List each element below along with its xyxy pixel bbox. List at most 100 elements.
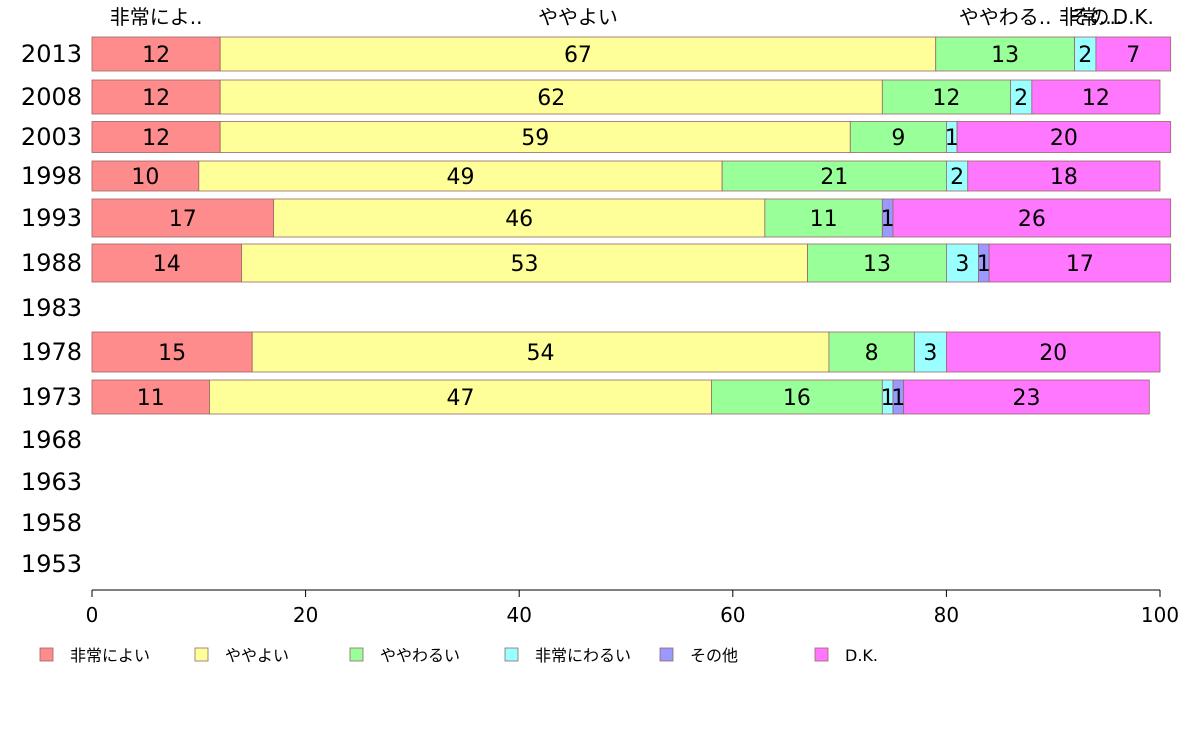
bar-segment xyxy=(91,36,221,72)
y-tick-label: 1993 xyxy=(21,204,82,232)
data-label: 2 xyxy=(950,165,964,190)
bar-segment xyxy=(881,79,1011,115)
row-1993: 1993 17 46 11 1 26 xyxy=(21,198,1172,238)
legend-label: 非常によい xyxy=(70,646,150,665)
row-2013: 2013 12 67 13 2 7 xyxy=(21,36,1172,72)
data-label: 17 xyxy=(169,207,197,232)
bar-segment xyxy=(91,379,210,415)
bar-segment xyxy=(711,379,883,415)
bar-segment xyxy=(913,331,947,373)
data-label: 1 xyxy=(977,252,991,277)
row-1963: 1963 xyxy=(21,468,82,496)
legend-label: 非常にわるい xyxy=(535,646,631,665)
legend-item: ややわるい xyxy=(349,646,460,665)
data-label: 59 xyxy=(521,126,549,151)
y-tick-label: 1998 xyxy=(21,162,82,190)
x-tick-label: 0 xyxy=(86,603,99,627)
legend-swatch xyxy=(349,647,364,662)
y-tick-label: 2003 xyxy=(21,123,82,151)
data-label: 47 xyxy=(446,386,474,411)
data-label: 12 xyxy=(1082,86,1110,111)
legend-swatch xyxy=(194,647,209,662)
row-1998: 1998 10 49 21 2 18 xyxy=(21,160,1161,192)
y-tick-label: 1978 xyxy=(21,338,82,366)
data-label: 2 xyxy=(1014,86,1028,111)
y-tick-label: 1973 xyxy=(21,383,82,411)
bar-segment xyxy=(198,160,723,192)
data-label: 53 xyxy=(511,252,539,277)
y-tick-label: 1983 xyxy=(21,294,82,322)
data-label: 14 xyxy=(153,252,181,277)
bar-segment xyxy=(91,160,200,192)
bar-segment xyxy=(91,198,274,238)
y-tick-label: 1953 xyxy=(21,550,82,578)
y-tick-label: 1968 xyxy=(21,426,82,454)
data-label: 17 xyxy=(1066,252,1094,277)
data-label: 13 xyxy=(991,43,1019,68)
bar-segment xyxy=(946,243,979,283)
data-label: 1 xyxy=(891,386,905,411)
data-label: 13 xyxy=(863,252,891,277)
bar-segment xyxy=(219,79,883,115)
x-tick-label: 60 xyxy=(720,603,745,627)
data-label: 49 xyxy=(446,165,474,190)
bar-segment xyxy=(1095,36,1172,72)
data-label: 3 xyxy=(955,252,969,277)
top-label-1: ややよい xyxy=(538,5,618,29)
y-tick-label: 1963 xyxy=(21,468,82,496)
data-label: 9 xyxy=(891,126,905,151)
bar-segment xyxy=(209,379,712,415)
data-label: 62 xyxy=(537,86,565,111)
legend-item: 非常によい xyxy=(39,646,150,665)
data-label: 12 xyxy=(932,86,960,111)
bar-segment xyxy=(91,243,242,283)
bar-segment xyxy=(219,121,851,153)
top-label-5: D.K. xyxy=(1113,5,1154,29)
bar-segment xyxy=(273,198,766,238)
top-label-2: ややわる.. xyxy=(959,5,1052,29)
bar-segment xyxy=(721,160,947,192)
row-1988: 1988 14 53 13 3 1 17 xyxy=(21,243,1172,283)
bar-segment xyxy=(849,121,947,153)
x-tick-label: 20 xyxy=(293,603,318,627)
top-category-labels: 非常によ.. ややよい ややわる.. 非常..その..D.K. xyxy=(110,5,1154,29)
x-tick-label: 100 xyxy=(1141,603,1179,627)
bar-segment xyxy=(251,331,830,373)
legend-swatch xyxy=(504,647,519,662)
x-tick-label: 40 xyxy=(506,603,531,627)
data-label: 12 xyxy=(142,126,170,151)
legend-item: D.K. xyxy=(814,646,878,665)
data-label: 10 xyxy=(131,165,159,190)
y-tick-label: 1958 xyxy=(21,509,82,537)
top-label-3: 非常.. xyxy=(1059,5,1112,29)
data-label: 12 xyxy=(142,86,170,111)
data-label: 16 xyxy=(783,386,811,411)
top-label-0: 非常によ.. xyxy=(110,5,203,29)
data-label: 12 xyxy=(142,43,170,68)
data-label: 46 xyxy=(505,207,533,232)
data-label: 21 xyxy=(820,165,848,190)
bar-segment xyxy=(91,79,221,115)
row-2003: 2003 12 59 9 1 20 xyxy=(21,121,1172,153)
bar-segment xyxy=(903,379,1150,415)
bar-segment xyxy=(967,160,1161,192)
bar-segment xyxy=(91,331,253,373)
data-label: 1 xyxy=(881,386,895,411)
bar-segment xyxy=(764,198,883,238)
y-tick-label: 1988 xyxy=(21,249,82,277)
legend-label: その他 xyxy=(690,646,738,665)
data-label: 3 xyxy=(923,341,937,366)
data-label: 67 xyxy=(564,43,592,68)
top-label-4: その.. xyxy=(1070,5,1123,29)
y-tick-label: 2008 xyxy=(21,83,82,111)
data-label: 11 xyxy=(137,386,165,411)
x-tick-label: 80 xyxy=(934,603,959,627)
data-label: 8 xyxy=(865,341,879,366)
row-1973: 1973 11 47 16 11 23 xyxy=(21,379,1150,415)
row-1968: 1968 xyxy=(21,426,82,454)
bar-segment xyxy=(1031,79,1161,115)
legend-swatch xyxy=(814,647,829,662)
data-label: 20 xyxy=(1039,341,1067,366)
